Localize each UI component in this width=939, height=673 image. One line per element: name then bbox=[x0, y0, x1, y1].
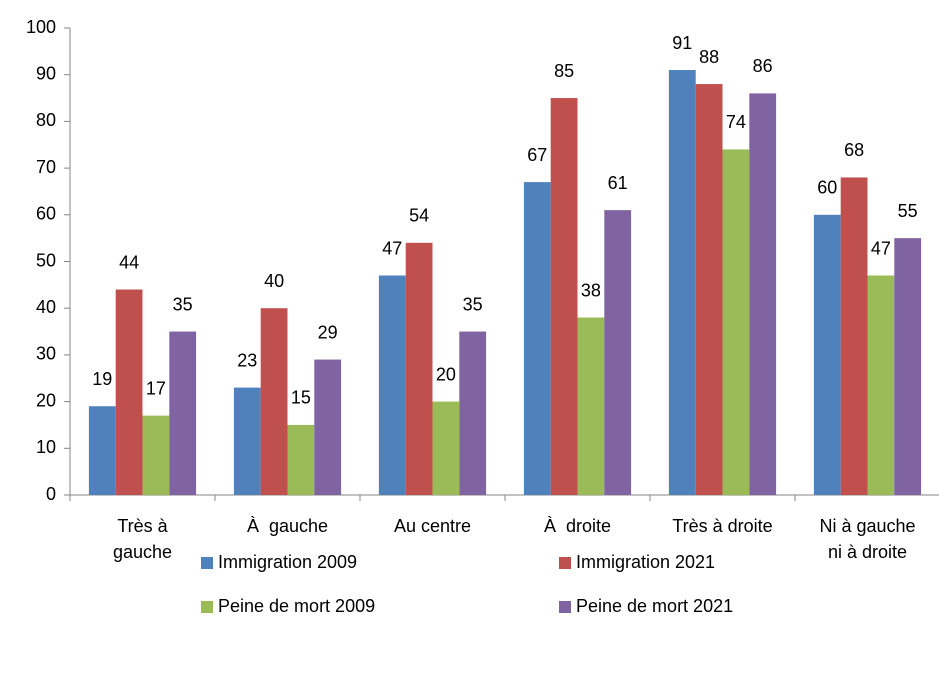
x-tick-label: Au centre bbox=[393, 516, 472, 536]
bar bbox=[432, 401, 460, 495]
bar bbox=[260, 308, 288, 495]
value-label: 23 bbox=[237, 350, 257, 370]
bar bbox=[577, 317, 605, 495]
bar bbox=[115, 289, 143, 495]
bar bbox=[287, 424, 315, 495]
value-label: 35 bbox=[463, 294, 483, 314]
value-label: 19 bbox=[92, 369, 112, 389]
y-tick-label: 30 bbox=[36, 344, 56, 364]
bar bbox=[722, 149, 750, 496]
value-label: 15 bbox=[291, 388, 311, 408]
y-tick-label: 50 bbox=[36, 250, 56, 270]
x-tick-label: À droite bbox=[543, 516, 612, 536]
value-label: 61 bbox=[608, 173, 628, 193]
legend-label: Immigration 2021 bbox=[576, 552, 715, 572]
y-tick-label: 80 bbox=[36, 110, 56, 130]
legend-label: Peine de mort 2009 bbox=[218, 596, 375, 616]
legend-swatch bbox=[559, 557, 571, 569]
bar bbox=[668, 70, 696, 495]
bar bbox=[749, 93, 777, 495]
value-label: 91 bbox=[672, 33, 692, 53]
bar bbox=[840, 177, 868, 495]
value-label: 40 bbox=[264, 271, 284, 291]
bar bbox=[405, 242, 433, 495]
bar bbox=[88, 406, 116, 495]
legend-swatch bbox=[201, 557, 213, 569]
bar bbox=[550, 98, 578, 496]
bar bbox=[378, 275, 406, 495]
y-tick-label: 90 bbox=[36, 63, 56, 83]
y-tick-label: 70 bbox=[36, 157, 56, 177]
value-label: 17 bbox=[146, 378, 166, 398]
x-tick-label: Très à gauche bbox=[112, 516, 173, 562]
value-label: 68 bbox=[844, 140, 864, 160]
value-label: 74 bbox=[726, 112, 746, 132]
bar bbox=[142, 415, 170, 495]
bar bbox=[523, 182, 551, 496]
value-label: 47 bbox=[382, 238, 402, 258]
x-tick-label: Ni à gauche ni à droite bbox=[819, 516, 916, 562]
bar bbox=[604, 210, 632, 495]
y-tick-label: 60 bbox=[36, 204, 56, 224]
x-tick-label: Très à droite bbox=[672, 516, 773, 536]
value-label: 85 bbox=[554, 61, 574, 81]
value-label: 35 bbox=[173, 294, 193, 314]
value-label: 20 bbox=[436, 364, 456, 384]
value-label: 60 bbox=[817, 178, 837, 198]
value-label: 55 bbox=[898, 201, 918, 221]
bar bbox=[233, 387, 261, 495]
value-label: 38 bbox=[581, 280, 601, 300]
bar bbox=[813, 214, 841, 496]
y-tick-label: 20 bbox=[36, 390, 56, 410]
value-label: 67 bbox=[527, 145, 547, 165]
bar bbox=[169, 331, 197, 495]
x-tick-label: À gauche bbox=[246, 516, 329, 536]
legend-label: Immigration 2009 bbox=[218, 552, 357, 572]
y-tick-label: 0 bbox=[46, 484, 56, 504]
value-label: 47 bbox=[871, 238, 891, 258]
y-tick-label: 10 bbox=[36, 437, 56, 457]
value-label: 44 bbox=[119, 252, 139, 272]
bar bbox=[695, 84, 723, 495]
legend-swatch bbox=[559, 601, 571, 613]
value-label: 29 bbox=[318, 322, 338, 342]
legend-label: Peine de mort 2021 bbox=[576, 596, 733, 616]
value-label: 54 bbox=[409, 206, 429, 226]
value-label: 86 bbox=[753, 56, 773, 76]
bar bbox=[314, 359, 342, 495]
y-tick-label: 100 bbox=[26, 17, 56, 37]
legend-swatch bbox=[201, 601, 213, 613]
bar bbox=[459, 331, 487, 495]
value-label: 88 bbox=[699, 47, 719, 67]
bar bbox=[867, 275, 895, 495]
bar bbox=[894, 238, 922, 495]
y-tick-label: 40 bbox=[36, 297, 56, 317]
